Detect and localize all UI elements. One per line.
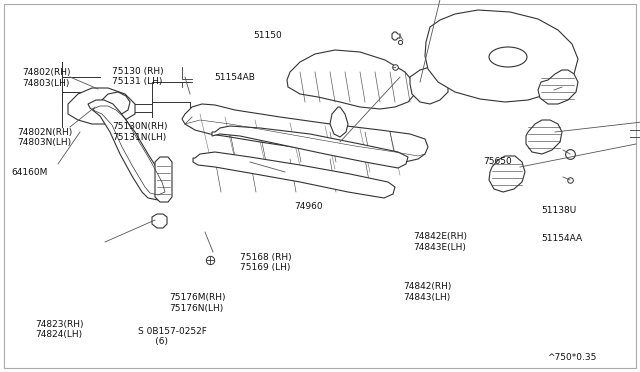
- Text: 75130 (RH)
75131 (LH): 75130 (RH) 75131 (LH): [112, 67, 164, 86]
- Polygon shape: [425, 10, 578, 102]
- Text: S 0B157-0252F
      (6): S 0B157-0252F (6): [138, 327, 207, 346]
- Text: 74842(RH)
74843(LH): 74842(RH) 74843(LH): [403, 282, 452, 302]
- Polygon shape: [88, 100, 168, 200]
- Text: 51150: 51150: [253, 31, 282, 40]
- Polygon shape: [155, 157, 172, 202]
- Text: 75168 (RH)
75169 (LH): 75168 (RH) 75169 (LH): [240, 253, 292, 272]
- Text: 74960: 74960: [294, 202, 323, 211]
- Text: 51154AB: 51154AB: [214, 73, 255, 81]
- Polygon shape: [526, 120, 562, 154]
- Text: 51138U: 51138U: [541, 206, 576, 215]
- Polygon shape: [410, 67, 448, 104]
- Polygon shape: [212, 126, 408, 168]
- Text: 74802N(RH)
74803N(LH): 74802N(RH) 74803N(LH): [17, 128, 72, 147]
- Polygon shape: [101, 92, 130, 116]
- Polygon shape: [489, 156, 525, 192]
- Ellipse shape: [489, 47, 527, 67]
- Text: 51154AA: 51154AA: [541, 234, 582, 243]
- Polygon shape: [193, 152, 395, 198]
- Text: 74842E(RH)
74843E(LH): 74842E(RH) 74843E(LH): [413, 232, 467, 251]
- Text: 74802(RH)
74803(LH): 74802(RH) 74803(LH): [22, 68, 71, 88]
- Polygon shape: [182, 104, 428, 162]
- Text: 75130N(RH)
75131N(LH): 75130N(RH) 75131N(LH): [112, 122, 168, 142]
- Polygon shape: [68, 88, 135, 124]
- Text: 74823(RH)
74824(LH): 74823(RH) 74824(LH): [35, 320, 84, 339]
- Text: 75650: 75650: [483, 157, 512, 166]
- Polygon shape: [152, 214, 167, 228]
- Polygon shape: [330, 107, 348, 137]
- Text: 64160M: 64160M: [12, 169, 48, 177]
- Polygon shape: [538, 70, 578, 104]
- Polygon shape: [287, 50, 415, 109]
- Text: ^750*0.35: ^750*0.35: [547, 353, 596, 362]
- Text: 75176M(RH)
75176N(LH): 75176M(RH) 75176N(LH): [170, 294, 226, 313]
